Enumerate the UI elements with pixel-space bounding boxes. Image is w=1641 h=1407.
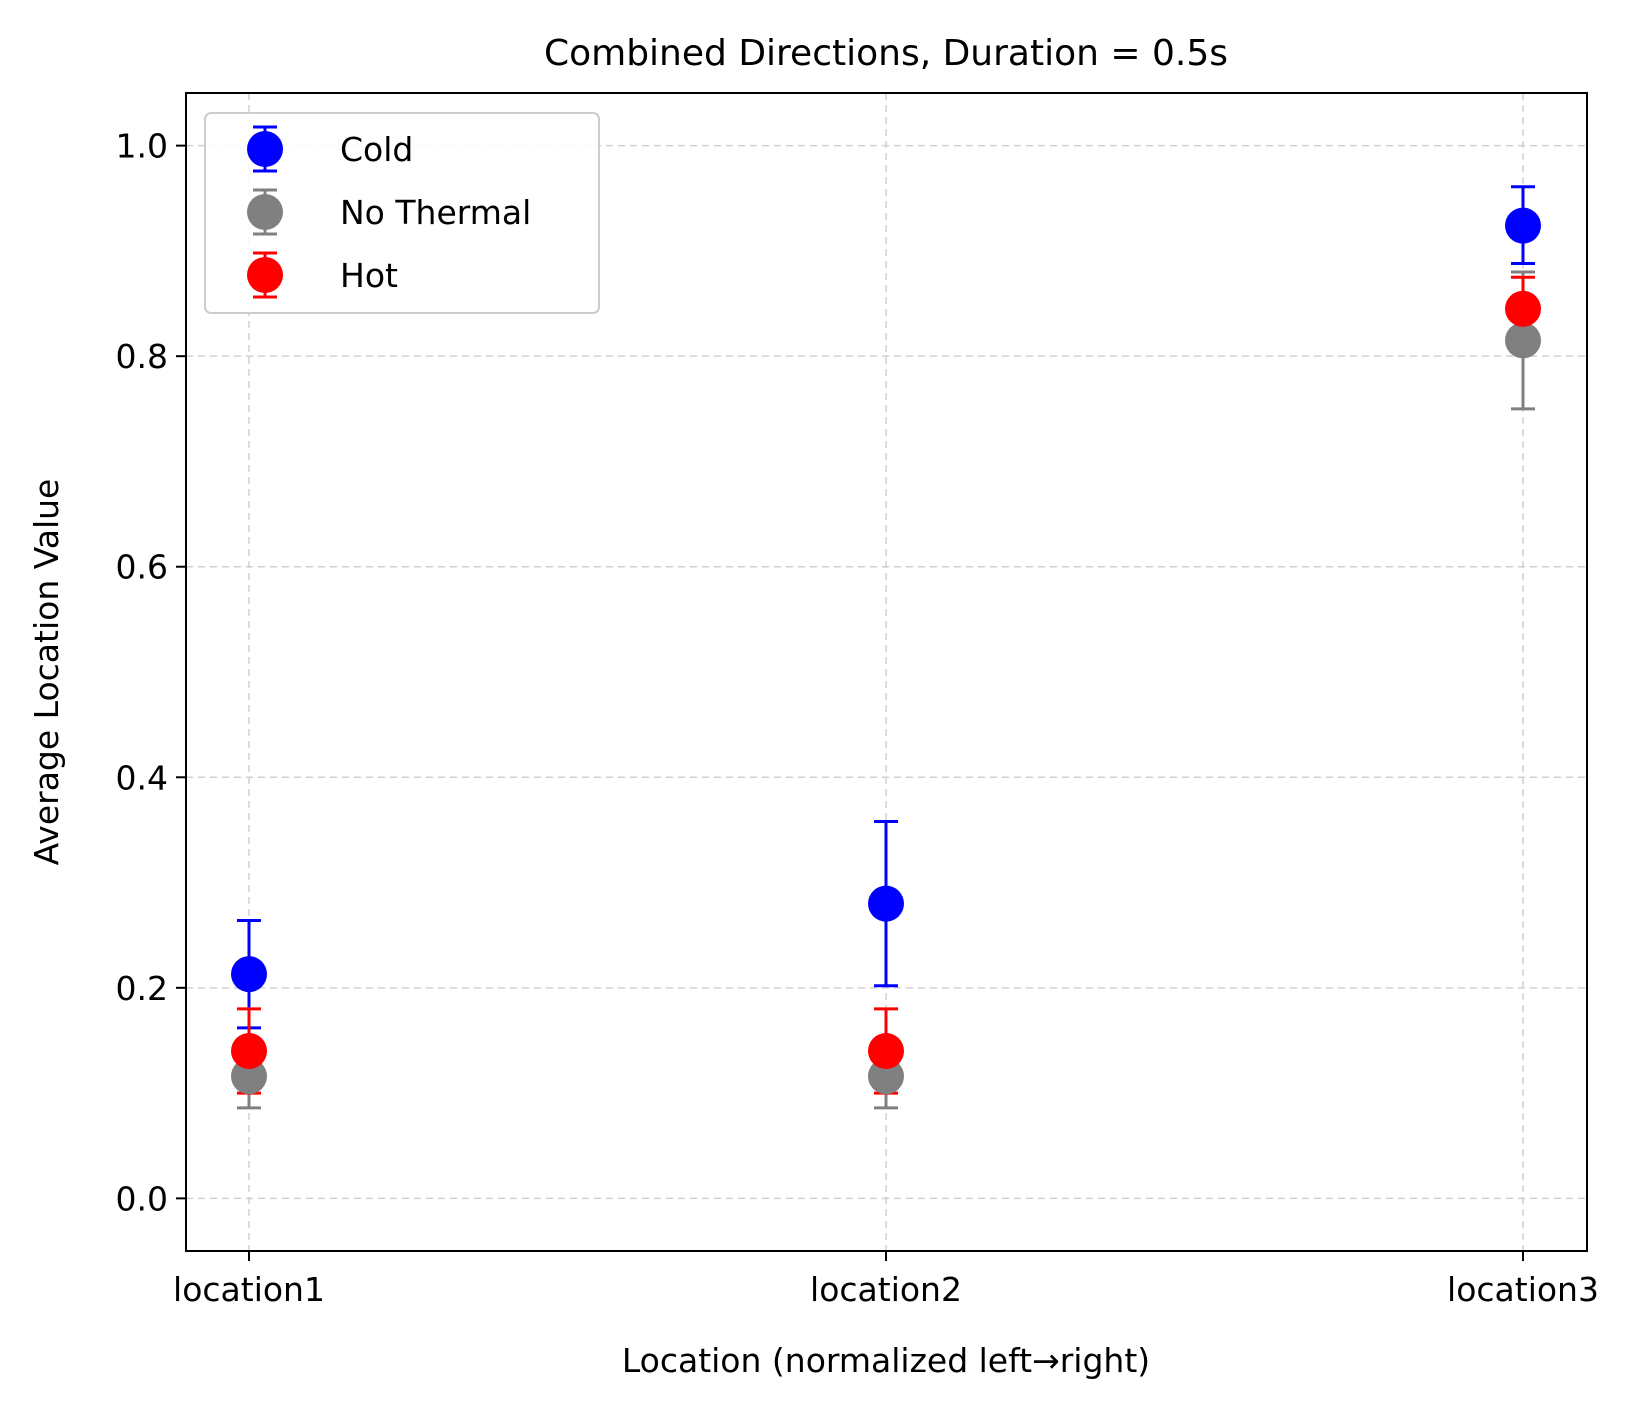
legend-label: Hot [340, 256, 398, 295]
data-point [868, 1058, 904, 1095]
data-markers [231, 207, 1541, 1095]
y-tick-label: 1.0 [116, 127, 168, 166]
y-tick-label: 0.6 [116, 548, 168, 587]
legend-marker [247, 194, 283, 230]
y-tick-label: 0.4 [116, 758, 168, 797]
legend: Cold No Thermal Hot [204, 112, 600, 314]
data-point [1505, 322, 1541, 359]
x-tick-label: location1 [173, 1270, 325, 1309]
data-point [1505, 207, 1541, 244]
y-tick-label: 0.2 [116, 969, 168, 1008]
legend-label: Cold [340, 130, 413, 169]
y-axis: 0.0 0.2 0.4 0.6 0.8 1.0 [116, 127, 186, 1218]
legend-marker [247, 257, 283, 293]
legend-label: No Thermal [340, 193, 531, 232]
data-point [231, 1058, 267, 1095]
legend-box [204, 112, 600, 314]
data-point [231, 1032, 267, 1069]
y-axis-label: Average Location Value [27, 479, 66, 866]
x-tick-label: location3 [1447, 1270, 1599, 1309]
data-point [868, 885, 904, 922]
x-axis: location1 location2 location3 [173, 1251, 1599, 1309]
y-tick-label: 0.8 [116, 337, 168, 376]
chart-title: Combined Directions, Duration = 0.5s [544, 33, 1228, 74]
legend-marker [247, 131, 283, 167]
y-tick-label: 0.0 [116, 1179, 168, 1218]
data-point [868, 1032, 904, 1069]
data-point [231, 956, 267, 993]
data-point [1505, 290, 1541, 327]
x-tick-label: location2 [810, 1270, 962, 1309]
x-axis-label: Location (normalized left→right) [622, 1341, 1150, 1380]
